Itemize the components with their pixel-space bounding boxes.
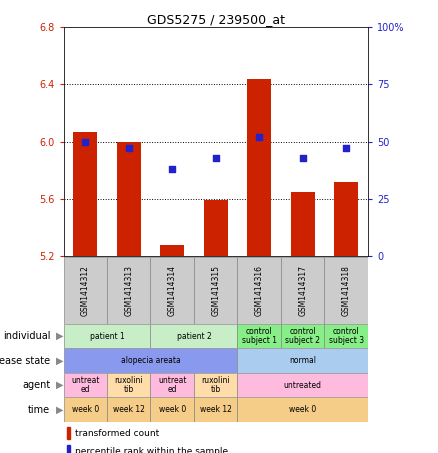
Text: ruxolini
tib: ruxolini tib bbox=[201, 376, 230, 395]
Text: ▶: ▶ bbox=[56, 356, 64, 366]
Text: week 12: week 12 bbox=[200, 405, 232, 414]
Bar bbox=[291, 192, 314, 256]
Bar bbox=[67, 427, 70, 439]
Bar bbox=[64, 348, 237, 373]
Text: time: time bbox=[28, 405, 50, 414]
Text: untreat
ed: untreat ed bbox=[71, 376, 99, 395]
Text: GSM1414316: GSM1414316 bbox=[255, 265, 264, 316]
Bar bbox=[151, 324, 237, 348]
Bar bbox=[334, 182, 358, 256]
Bar bbox=[281, 257, 325, 324]
Text: control
subject 2: control subject 2 bbox=[285, 327, 320, 346]
Bar bbox=[237, 397, 368, 422]
Text: ▶: ▶ bbox=[56, 331, 64, 341]
Text: untreated: untreated bbox=[284, 381, 321, 390]
Bar bbox=[237, 257, 281, 324]
Text: control
subject 1: control subject 1 bbox=[242, 327, 277, 346]
Bar bbox=[117, 142, 141, 256]
Text: ▶: ▶ bbox=[56, 380, 64, 390]
Text: agent: agent bbox=[22, 380, 50, 390]
Bar bbox=[64, 373, 107, 397]
Bar bbox=[151, 257, 194, 324]
Bar bbox=[64, 324, 151, 348]
Bar bbox=[325, 324, 368, 348]
Bar bbox=[204, 200, 228, 256]
Bar bbox=[107, 373, 151, 397]
Bar bbox=[194, 257, 237, 324]
Bar bbox=[160, 245, 184, 256]
Point bbox=[343, 145, 350, 152]
Point bbox=[82, 138, 89, 145]
Text: patient 1: patient 1 bbox=[90, 332, 124, 341]
Bar bbox=[151, 373, 194, 397]
Bar bbox=[64, 397, 107, 422]
Point bbox=[256, 133, 263, 140]
Bar bbox=[325, 257, 368, 324]
Text: transformed count: transformed count bbox=[75, 429, 159, 438]
Bar bbox=[194, 373, 237, 397]
Bar bbox=[73, 131, 97, 256]
Point bbox=[212, 154, 219, 161]
Text: GSM1414315: GSM1414315 bbox=[211, 265, 220, 316]
Text: normal: normal bbox=[289, 356, 316, 365]
Text: week 0: week 0 bbox=[289, 405, 316, 414]
Point bbox=[299, 154, 306, 161]
Bar bbox=[237, 324, 281, 348]
Text: alopecia areata: alopecia areata bbox=[120, 356, 180, 365]
Text: week 0: week 0 bbox=[159, 405, 186, 414]
Bar bbox=[107, 257, 151, 324]
Bar bbox=[194, 397, 237, 422]
Text: patient 2: patient 2 bbox=[177, 332, 212, 341]
Bar bbox=[151, 397, 194, 422]
Point bbox=[169, 165, 176, 173]
Text: untreat
ed: untreat ed bbox=[158, 376, 187, 395]
Text: GSM1414314: GSM1414314 bbox=[168, 265, 177, 316]
Bar bbox=[237, 348, 368, 373]
Point bbox=[125, 145, 132, 152]
Text: GSM1414317: GSM1414317 bbox=[298, 265, 307, 316]
Bar bbox=[237, 373, 368, 397]
Bar bbox=[281, 324, 325, 348]
Bar bbox=[64, 257, 107, 324]
Text: ▶: ▶ bbox=[56, 405, 64, 414]
Text: ruxolini
tib: ruxolini tib bbox=[114, 376, 143, 395]
Text: control
subject 3: control subject 3 bbox=[328, 327, 364, 346]
Title: GDS5275 / 239500_at: GDS5275 / 239500_at bbox=[147, 13, 285, 26]
Text: GSM1414313: GSM1414313 bbox=[124, 265, 133, 316]
Text: GSM1414318: GSM1414318 bbox=[342, 265, 351, 316]
Text: week 0: week 0 bbox=[72, 405, 99, 414]
Text: individual: individual bbox=[3, 331, 50, 341]
Bar bbox=[247, 79, 271, 256]
Bar bbox=[107, 397, 151, 422]
Text: week 12: week 12 bbox=[113, 405, 145, 414]
Bar bbox=[67, 445, 70, 453]
Text: disease state: disease state bbox=[0, 356, 50, 366]
Text: GSM1414312: GSM1414312 bbox=[81, 265, 90, 316]
Text: percentile rank within the sample: percentile rank within the sample bbox=[75, 447, 228, 453]
